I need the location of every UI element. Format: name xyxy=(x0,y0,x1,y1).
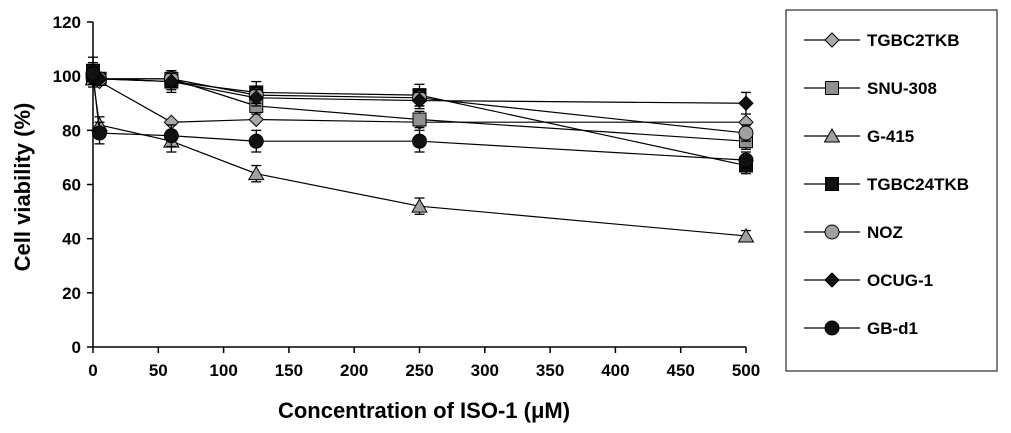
x-tick-label: 400 xyxy=(601,361,629,380)
legend-marker xyxy=(824,224,840,240)
x-tick-label: 300 xyxy=(471,361,499,380)
legend-marker xyxy=(824,272,840,288)
data-point xyxy=(738,125,754,141)
legend-label: GB-d1 xyxy=(867,319,918,338)
y-tick-label: 40 xyxy=(62,230,81,249)
legend-item: G-415 xyxy=(804,127,914,146)
x-tick-label: 50 xyxy=(149,361,168,380)
data-point xyxy=(738,95,754,111)
series-gb-d1 xyxy=(85,61,754,169)
legend-marker xyxy=(825,81,839,95)
legend-marker xyxy=(824,32,840,48)
series-ocug-1 xyxy=(85,71,754,115)
legend-item: OCUG-1 xyxy=(804,271,933,290)
data-point xyxy=(248,111,264,128)
data-point xyxy=(163,73,180,90)
legend-item: SNU-308 xyxy=(804,79,937,98)
y-tick-label: 120 xyxy=(53,13,81,32)
data-point xyxy=(412,133,427,149)
data-point xyxy=(411,92,428,109)
legend-label: TGBC2TKB xyxy=(867,31,960,50)
data-point xyxy=(248,90,264,106)
x-tick-label: 350 xyxy=(536,361,564,380)
data-point xyxy=(412,112,427,127)
legend-marker xyxy=(825,177,839,191)
legend-box xyxy=(785,9,998,372)
x-tick-label: 200 xyxy=(340,361,368,380)
data-point xyxy=(85,65,101,81)
legend-item: TGBC24TKB xyxy=(804,175,969,194)
series-line xyxy=(92,73,747,161)
data-point xyxy=(247,165,265,181)
x-tick-label: 0 xyxy=(88,361,97,380)
y-tick-label: 20 xyxy=(62,284,81,303)
legend-label: G-415 xyxy=(867,127,914,146)
x-tick-label: 500 xyxy=(732,361,760,380)
y-tick-label: 100 xyxy=(53,67,81,86)
x-axis-title: Concentration of ISO-1 (μM) xyxy=(278,398,570,423)
legend-item: NOZ xyxy=(804,223,903,242)
legend-marker xyxy=(824,320,840,336)
legend-marker xyxy=(823,127,841,143)
y-tick-label: 0 xyxy=(72,338,81,357)
data-point xyxy=(92,125,108,141)
legend-label: SNU-308 xyxy=(867,79,937,98)
legend-label: NOZ xyxy=(867,223,903,242)
legend-item: TGBC2TKB xyxy=(804,31,960,50)
x-tick-label: 100 xyxy=(209,361,237,380)
legend-label: OCUG-1 xyxy=(867,271,933,290)
x-tick-label: 150 xyxy=(275,361,303,380)
x-tick-label: 250 xyxy=(405,361,433,380)
axes: 0 20 40 60 80 100 120 0 50 100 150 200 250 300 350 400 4… xyxy=(53,13,761,380)
data-point xyxy=(738,152,754,168)
data-point xyxy=(163,128,179,144)
data-point xyxy=(411,198,428,213)
series-group xyxy=(84,56,755,243)
x-tick-label: 450 xyxy=(667,361,695,380)
y-axis-title: Cell viability (%) xyxy=(10,103,35,272)
legend: TGBC2TKB SNU-308 G-415 TGBC24TKB NOZ OCUG-1 GB… xyxy=(785,9,998,372)
legend-label: TGBC24TKB xyxy=(867,175,969,194)
y-tick-label: 80 xyxy=(62,121,81,140)
y-tick-label: 60 xyxy=(62,176,81,195)
data-point xyxy=(248,133,264,149)
legend-item: GB-d1 xyxy=(804,319,918,338)
data-point xyxy=(737,227,755,243)
